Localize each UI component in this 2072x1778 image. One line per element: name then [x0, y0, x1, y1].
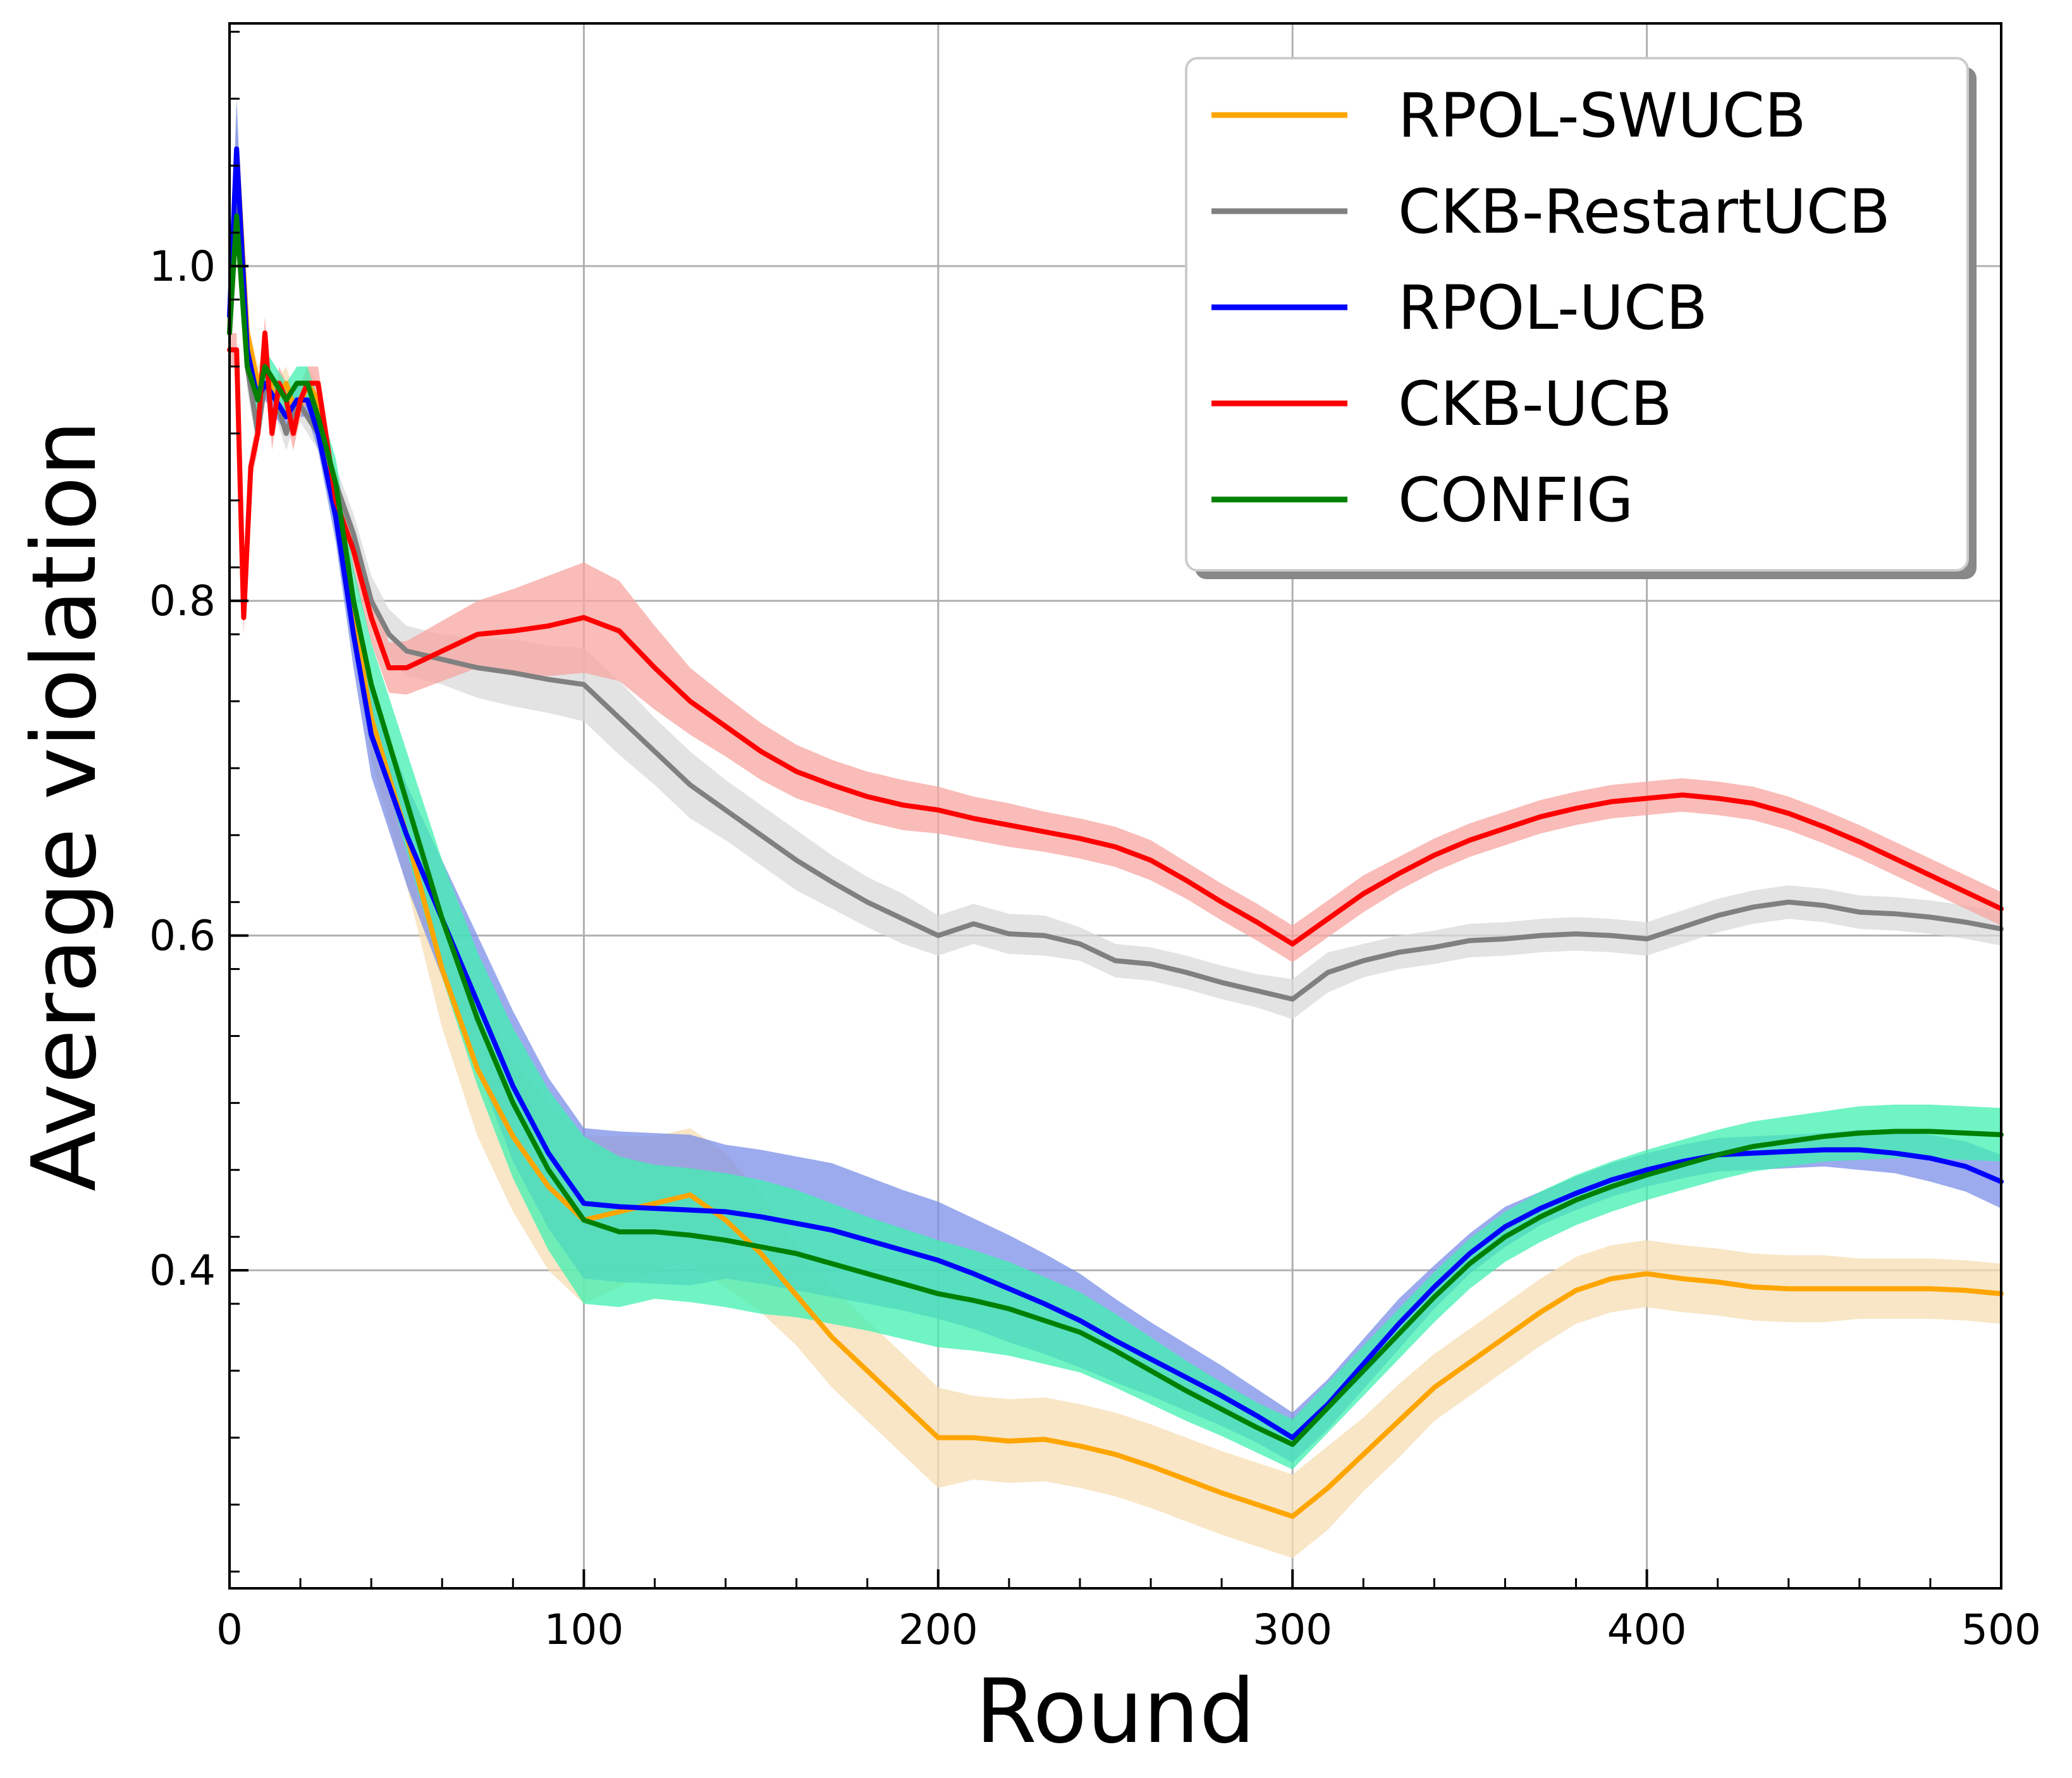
- x-tick-label: 100: [544, 1605, 623, 1654]
- legend-label: CKB-UCB: [1398, 369, 1672, 439]
- legend-label: CONFIG: [1398, 465, 1633, 536]
- legend: RPOL-SWUCB CKB-RestartUCB RPOL-UCB CKB-UCB C…: [1186, 58, 1977, 579]
- x-tick-label: 300: [1253, 1605, 1332, 1654]
- x-tick-label: 0: [216, 1605, 243, 1654]
- legend-label: RPOL-SWUCB: [1398, 80, 1806, 151]
- legend-label: CKB-RestartUCB: [1398, 176, 1891, 247]
- y-tick-label: 1.0: [149, 242, 216, 291]
- legend-label: RPOL-UCB: [1398, 273, 1708, 343]
- y-tick-label: 0.6: [149, 912, 216, 960]
- x-axis-title: Round: [976, 1660, 1256, 1763]
- y-tick-label: 0.8: [149, 577, 216, 625]
- x-tick-label: 500: [1961, 1605, 2041, 1654]
- y-axis-title: Average violation: [13, 420, 116, 1192]
- y-tick-label: 0.4: [149, 1246, 216, 1295]
- x-tick-label: 400: [1607, 1605, 1687, 1654]
- line-chart: 0 100 200 300 400 500 0.4 0.6 0.8 1.0 Round Aver…: [0, 0, 2072, 1778]
- x-tick-label: 200: [898, 1605, 978, 1654]
